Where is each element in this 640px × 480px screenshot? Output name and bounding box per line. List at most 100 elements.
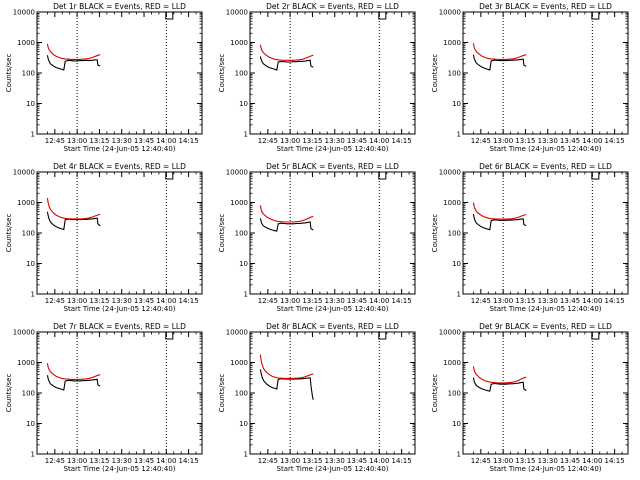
x-tick-label: 13:30: [538, 137, 558, 145]
x-tick-label: 13:30: [538, 297, 558, 305]
y-tick-label: 10: [239, 100, 248, 108]
y-tick-label: 100: [448, 70, 461, 78]
x-tick-label: 14:00: [156, 457, 176, 465]
plot-frame: [36, 11, 203, 135]
x-tick-label: 13:30: [538, 457, 558, 465]
x-tick-label: 13:15: [89, 297, 109, 305]
chart-panel-9: Det 9r BLACK = Events, RED = LLD 1 10 100 10…: [431, 322, 629, 473]
x-axis-label: Start Time (24-Jun-05 12:40:40): [64, 465, 176, 473]
y-tick-label: 1000: [443, 199, 461, 207]
x-tick-label: 13:45: [347, 137, 367, 145]
lld-series-line: [259, 354, 314, 379]
events-series-line: [46, 375, 101, 391]
x-tick-label: 13:00: [67, 137, 87, 145]
x-tick-label: 12:45: [45, 297, 65, 305]
interval-marker: [378, 332, 387, 340]
x-axis-label: Start Time (24-Jun-05 12:40:40): [490, 465, 602, 473]
x-tick-label: 13:30: [112, 457, 132, 465]
x-tick-label: 13:15: [302, 297, 322, 305]
x-axis-label: Start Time (24-Jun-05 12:40:40): [277, 465, 389, 473]
x-tick-label: 12:45: [258, 297, 278, 305]
x-tick-label: 13:00: [493, 297, 513, 305]
y-tick-label: 10: [239, 420, 248, 428]
chart-title: Det 4r BLACK = Events, RED = LLD: [53, 162, 186, 171]
x-tick-label: 12:45: [471, 297, 491, 305]
x-tick-label: 13:45: [134, 297, 154, 305]
y-tick-label: 1: [31, 131, 35, 139]
x-tick-label: 13:45: [347, 457, 367, 465]
y-tick-label: 10000: [439, 9, 461, 17]
y-axis-label: Counts/sec: [5, 374, 13, 413]
y-tick-label: 10: [452, 260, 461, 268]
interval-marker: [591, 332, 600, 340]
chart-panel-4: Det 4r BLACK = Events, RED = LLD 1 10 100 10…: [5, 162, 203, 313]
x-tick-label: 14:00: [582, 457, 602, 465]
y-tick-label: 10: [452, 100, 461, 108]
y-tick-label: 1000: [443, 359, 461, 367]
x-tick-label: 14:15: [392, 457, 412, 465]
lld-series-line: [472, 43, 527, 60]
x-axis-label: Start Time (24-Jun-05 12:40:40): [64, 305, 176, 313]
x-tick-label: 13:00: [67, 457, 87, 465]
y-tick-label: 100: [235, 230, 248, 238]
events-series-line: [259, 218, 314, 232]
x-axis-label: Start Time (24-Jun-05 12:40:40): [277, 145, 389, 153]
x-tick-label: 13:15: [89, 137, 109, 145]
chart-panel-2: Det 2r BLACK = Events, RED = LLD 1 10 100 10…: [218, 2, 416, 153]
lld-series-line: [472, 202, 527, 220]
y-tick-label: 10000: [226, 9, 248, 17]
x-tick-label: 13:15: [89, 457, 109, 465]
x-tick-label: 13:00: [280, 297, 300, 305]
y-tick-label: 1: [457, 291, 461, 299]
x-tick-label: 13:15: [302, 457, 322, 465]
x-tick-label: 13:30: [112, 297, 132, 305]
y-tick-label: 10000: [13, 329, 35, 337]
interval-marker: [165, 172, 174, 180]
x-axis-label: Start Time (24-Jun-05 12:40:40): [64, 145, 176, 153]
y-tick-label: 10: [26, 100, 35, 108]
x-tick-label: 14:15: [392, 137, 412, 145]
x-tick-label: 14:00: [156, 137, 176, 145]
x-tick-label: 14:15: [179, 137, 199, 145]
plot-frame: [462, 171, 629, 295]
y-tick-label: 100: [235, 70, 248, 78]
chart-panel-1: Det 1r BLACK = Events, RED = LLD 1 10 100 10…: [5, 2, 203, 153]
y-tick-label: 10000: [439, 329, 461, 337]
x-tick-label: 12:45: [45, 137, 65, 145]
lld-series-line: [46, 43, 101, 60]
interval-marker: [378, 12, 387, 20]
chart-title: Det 7r BLACK = Events, RED = LLD: [53, 322, 186, 331]
plot-frame: [249, 11, 416, 135]
chart-title: Det 9r BLACK = Events, RED = LLD: [479, 322, 612, 331]
y-axis-label: Counts/sec: [218, 374, 226, 413]
x-tick-label: 13:45: [560, 297, 580, 305]
x-tick-label: 12:45: [258, 137, 278, 145]
events-series-line: [259, 369, 314, 400]
y-tick-label: 100: [22, 390, 35, 398]
y-tick-label: 10: [239, 260, 248, 268]
x-tick-label: 13:00: [280, 457, 300, 465]
x-tick-label: 13:30: [325, 457, 345, 465]
lld-series-line: [46, 363, 101, 380]
x-axis-label: Start Time (24-Jun-05 12:40:40): [277, 305, 389, 313]
plot-frame: [462, 11, 629, 135]
y-tick-label: 100: [448, 230, 461, 238]
lld-series-line: [259, 44, 314, 61]
y-tick-label: 10: [452, 420, 461, 428]
y-tick-label: 1: [244, 451, 248, 459]
x-tick-label: 13:00: [280, 137, 300, 145]
x-tick-label: 13:45: [560, 137, 580, 145]
y-tick-label: 1000: [17, 39, 35, 47]
y-tick-label: 100: [235, 390, 248, 398]
x-tick-label: 14:00: [369, 137, 389, 145]
lld-series-line: [46, 197, 101, 220]
interval-marker: [165, 332, 174, 340]
x-tick-label: 14:15: [605, 297, 625, 305]
x-tick-label: 13:45: [560, 457, 580, 465]
chart-title: Det 8r BLACK = Events, RED = LLD: [266, 322, 399, 331]
interval-marker: [591, 12, 600, 20]
y-axis-label: Counts/sec: [5, 54, 13, 93]
x-tick-label: 13:00: [67, 297, 87, 305]
y-tick-label: 1: [31, 451, 35, 459]
y-tick-label: 1: [457, 131, 461, 139]
